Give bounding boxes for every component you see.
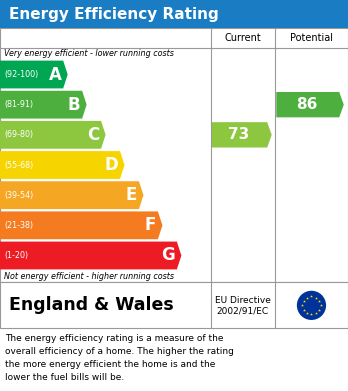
Polygon shape bbox=[276, 92, 344, 117]
Text: The energy efficiency rating is a measure of the: The energy efficiency rating is a measur… bbox=[5, 334, 224, 343]
Text: (39-54): (39-54) bbox=[4, 191, 33, 200]
Text: the more energy efficient the home is and the: the more energy efficient the home is an… bbox=[5, 361, 216, 369]
Text: Potential: Potential bbox=[290, 33, 333, 43]
Polygon shape bbox=[0, 242, 181, 269]
Text: (55-68): (55-68) bbox=[4, 160, 33, 170]
Text: B: B bbox=[68, 96, 80, 114]
Text: G: G bbox=[161, 246, 175, 264]
Text: E: E bbox=[126, 186, 137, 204]
Text: Very energy efficient - lower running costs: Very energy efficient - lower running co… bbox=[4, 49, 174, 58]
FancyBboxPatch shape bbox=[0, 28, 348, 282]
Text: Not energy efficient - higher running costs: Not energy efficient - higher running co… bbox=[4, 272, 174, 281]
Bar bbox=[0, 0, 348, 28]
Text: Current: Current bbox=[224, 33, 261, 43]
Text: 73: 73 bbox=[228, 127, 250, 142]
Polygon shape bbox=[212, 122, 272, 147]
Text: overall efficiency of a home. The higher the rating: overall efficiency of a home. The higher… bbox=[5, 347, 234, 356]
Polygon shape bbox=[0, 61, 68, 88]
Text: C: C bbox=[87, 126, 99, 144]
Polygon shape bbox=[0, 91, 87, 118]
Text: (21-38): (21-38) bbox=[4, 221, 33, 230]
Text: F: F bbox=[145, 216, 156, 234]
FancyBboxPatch shape bbox=[0, 282, 348, 328]
Text: (69-80): (69-80) bbox=[4, 130, 33, 139]
Text: 2002/91/EC: 2002/91/EC bbox=[217, 307, 269, 316]
Text: D: D bbox=[104, 156, 118, 174]
Polygon shape bbox=[0, 212, 163, 239]
Polygon shape bbox=[0, 151, 125, 179]
Polygon shape bbox=[0, 181, 143, 209]
Text: Energy Efficiency Rating: Energy Efficiency Rating bbox=[9, 7, 219, 22]
Text: EU Directive: EU Directive bbox=[215, 296, 271, 305]
Text: lower the fuel bills will be.: lower the fuel bills will be. bbox=[5, 373, 125, 382]
Text: England & Wales: England & Wales bbox=[9, 296, 173, 314]
Text: (81-91): (81-91) bbox=[4, 100, 33, 109]
Text: (92-100): (92-100) bbox=[4, 70, 38, 79]
Ellipse shape bbox=[297, 291, 326, 320]
Text: A: A bbox=[49, 66, 62, 84]
Polygon shape bbox=[0, 121, 105, 149]
Text: (1-20): (1-20) bbox=[4, 251, 28, 260]
Text: 86: 86 bbox=[296, 97, 318, 112]
